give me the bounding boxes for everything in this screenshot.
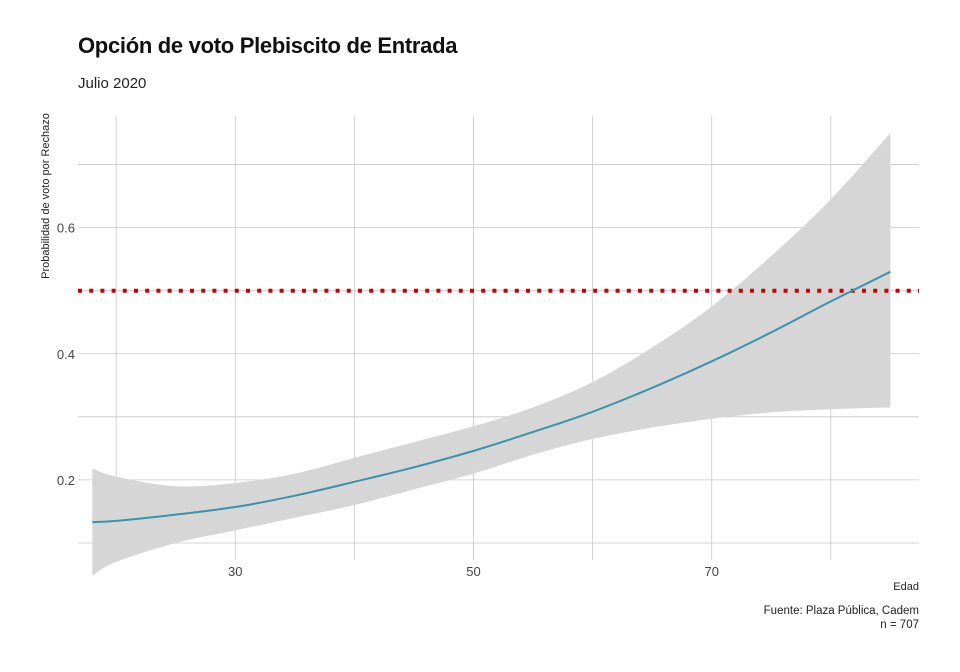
caption-source: Fuente: Plaza Pública, Cadem <box>763 605 919 617</box>
series-line-group <box>92 270 891 524</box>
y-tick-label: 0.2 <box>57 473 75 488</box>
y-tick-label: 0.6 <box>57 221 75 236</box>
y-tick-label: 0.4 <box>57 347 75 362</box>
x-axis-title: Edad <box>893 581 919 593</box>
chart-title: Opción de voto Plebiscito de Entrada <box>78 33 458 58</box>
chart-caption: Fuente: Plaza Pública, Cadem n = 707 <box>764 604 919 632</box>
caption-sample-size: n = 707 <box>880 619 919 631</box>
tick-labels: 30 50 70 0.2 0.4 0.6 <box>57 221 719 579</box>
confidence-band <box>92 133 891 576</box>
chart-subtitle: Julio 2020 <box>78 75 147 92</box>
series-line <box>92 270 891 524</box>
x-tick-label: 50 <box>466 564 480 579</box>
x-tick-label: 30 <box>228 564 242 579</box>
x-tick-label: 70 <box>704 564 718 579</box>
confidence-band-group <box>92 133 891 576</box>
y-axis-title: Probabilidad de voto por Rechazo <box>40 113 52 279</box>
